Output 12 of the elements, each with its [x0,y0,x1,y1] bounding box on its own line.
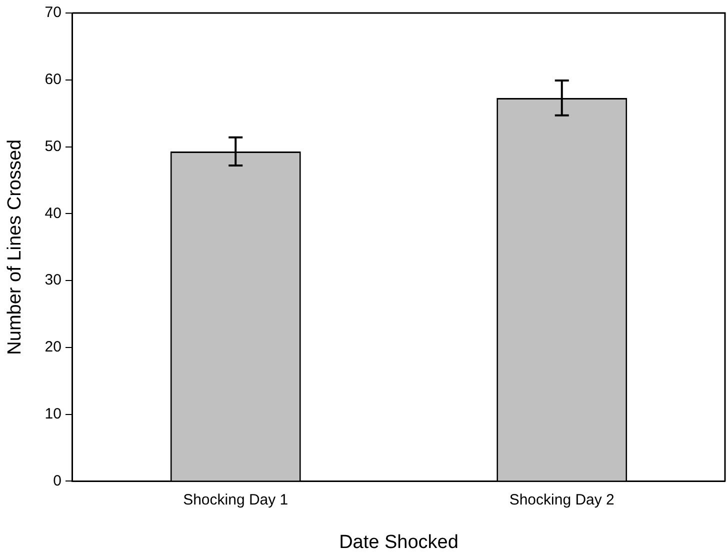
y-axis-title: Number of Lines Crossed [4,139,26,355]
y-tick-label: 10 [44,405,62,422]
x-tick-label: Shocking Day 2 [509,491,614,508]
y-tick-label: 60 [44,71,62,88]
y-tick-label: 30 [44,272,62,289]
x-tick-label: Shocking Day 1 [183,491,288,508]
x-axis-title: Date Shocked [339,532,458,553]
y-tick-label: 20 [44,338,62,356]
y-tick-label: 40 [44,204,62,222]
y-tick-label: 70 [44,4,62,22]
y-tick-label: 50 [44,138,62,155]
y-tick-label: 0 [53,472,62,490]
